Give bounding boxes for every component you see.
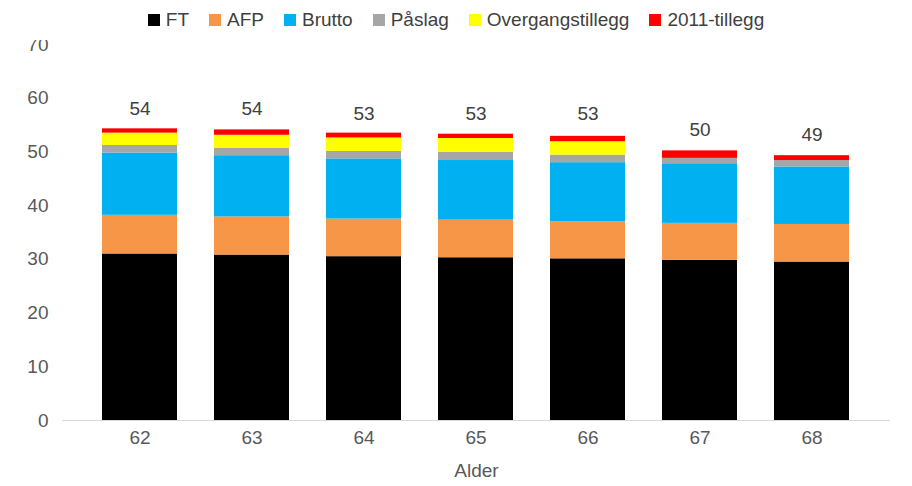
svg-text:53: 53 bbox=[353, 103, 374, 124]
svg-text:70: 70 bbox=[27, 40, 48, 55]
svg-text:Alder: Alder bbox=[454, 460, 499, 481]
svg-text:50: 50 bbox=[27, 141, 48, 162]
svg-text:20: 20 bbox=[27, 302, 48, 323]
svg-text:0: 0 bbox=[38, 410, 49, 431]
svg-text:53: 53 bbox=[577, 103, 598, 124]
svg-text:40: 40 bbox=[27, 195, 48, 216]
svg-text:66: 66 bbox=[577, 427, 598, 448]
html-text:Brutto: Brutto bbox=[302, 9, 353, 30]
svg-text:54: 54 bbox=[129, 98, 151, 119]
html-text:Påslag: Påslag bbox=[390, 9, 449, 30]
svg-text:10: 10 bbox=[27, 356, 48, 377]
svg-text:60: 60 bbox=[27, 87, 48, 108]
svg-text:53: 53 bbox=[465, 103, 486, 124]
svg-text:63: 63 bbox=[241, 427, 262, 448]
svg-text:30: 30 bbox=[27, 248, 48, 269]
svg-text:49: 49 bbox=[801, 124, 822, 145]
svg-text:62: 62 bbox=[129, 427, 150, 448]
html-text:AFP: AFP bbox=[227, 9, 264, 30]
svg-text:67: 67 bbox=[689, 427, 710, 448]
html-text:FT: FT bbox=[165, 9, 189, 30]
html-text:2011-tillegg: 2011-tillegg bbox=[667, 9, 765, 30]
html-text:Overgangstillegg: Overgangstillegg bbox=[486, 9, 630, 30]
svg-text:68: 68 bbox=[801, 427, 822, 448]
svg-text:64: 64 bbox=[353, 427, 375, 448]
svg-text:65: 65 bbox=[465, 427, 486, 448]
svg-text:50: 50 bbox=[689, 119, 710, 140]
svg-text:54: 54 bbox=[241, 98, 263, 119]
